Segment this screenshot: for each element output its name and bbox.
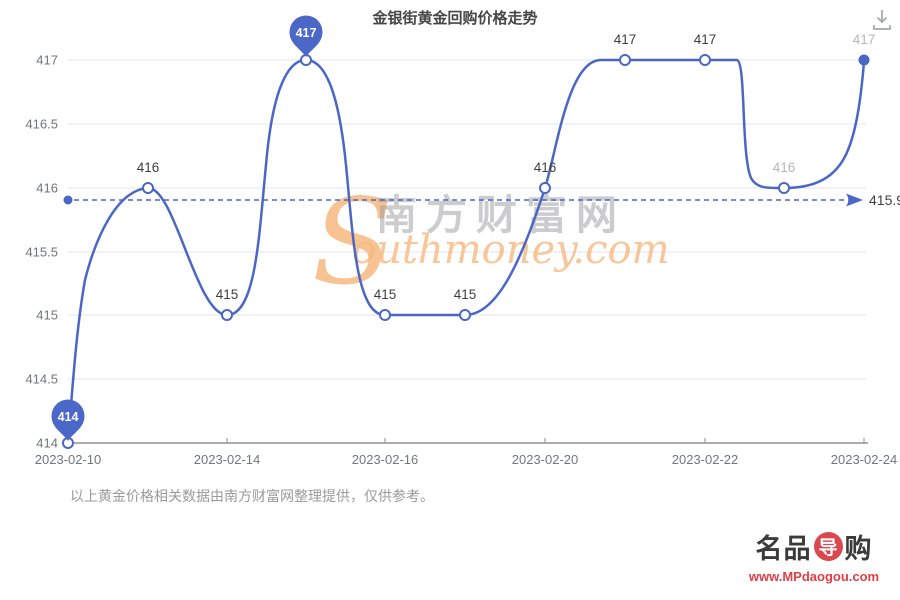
brand-badge-icon: 导 (813, 532, 843, 561)
data-point (699, 54, 711, 66)
data-point (539, 182, 551, 194)
svg-text:414: 414 (58, 410, 79, 424)
footer-note: 以上黄金价格相关数据由南方财富网整理提供，仅供参考。 (70, 488, 434, 504)
line-chart: S 南方财富网 outhmoney.com 2023-02-10 2023-02… (25, 15, 900, 467)
brand-suffix: 购 (844, 534, 873, 564)
y-tick-label: 415.5 (25, 245, 58, 260)
data-point (221, 309, 233, 321)
y-tick-label: 416 (36, 181, 58, 196)
x-tick-label: 2023-02-24 (831, 452, 898, 467)
svg-text:415: 415 (216, 287, 239, 302)
brand-logo[interactable]: 名品 导 购 www.MPdaogou.com (744, 527, 884, 584)
download-icon[interactable] (868, 6, 896, 34)
data-point (142, 182, 154, 194)
x-axis: 2023-02-10 2023-02-14 2023-02-16 2023-02… (35, 438, 898, 467)
data-point (379, 309, 391, 321)
y-tick-label: 414 (36, 436, 58, 451)
y-tick-label: 414.5 (25, 372, 58, 387)
svg-text:415: 415 (454, 287, 477, 302)
svg-text:416: 416 (773, 160, 796, 175)
svg-text:415: 415 (374, 287, 397, 302)
y-axis: 417 416.5 416 415.5 415 414.5 414 (25, 53, 58, 451)
watermark-initial: S (312, 173, 393, 311)
brand-url: www.MPdaogou.com (748, 569, 880, 584)
y-tick-label: 417 (36, 53, 58, 68)
svg-text:416: 416 (534, 160, 557, 175)
x-tick-label: 2023-02-20 (512, 452, 579, 467)
data-point-markers (62, 54, 870, 449)
data-point-last (858, 54, 870, 66)
x-tick-label: 2023-02-10 (35, 452, 102, 467)
svg-text:417: 417 (853, 32, 876, 47)
data-point (619, 54, 631, 66)
svg-text:416: 416 (137, 160, 160, 175)
page-title: 金银街黄金回购价格走势 (372, 10, 538, 27)
reference-line: 415.9 (63, 192, 900, 208)
mark-pin-peak: 417 (289, 15, 323, 58)
x-tick-label: 2023-02-14 (194, 452, 261, 467)
brand-prefix: 名品 (755, 534, 812, 564)
svg-text:417: 417 (296, 26, 317, 40)
data-point (459, 309, 471, 321)
watermark-en: outhmoney.com (352, 227, 670, 273)
data-point (778, 182, 790, 194)
y-tick-label: 416.5 (25, 117, 58, 132)
mark-pin-first: 414 (51, 399, 85, 441)
x-tick-label: 2023-02-16 (352, 452, 419, 467)
x-tick-label: 2023-02-22 (672, 452, 739, 467)
svg-text:417: 417 (614, 32, 637, 47)
y-tick-label: 415 (36, 308, 58, 323)
watermark: S 南方财富网 outhmoney.com (312, 173, 670, 311)
svg-text:417: 417 (694, 32, 717, 47)
reference-line-label: 415.9 (869, 192, 900, 208)
